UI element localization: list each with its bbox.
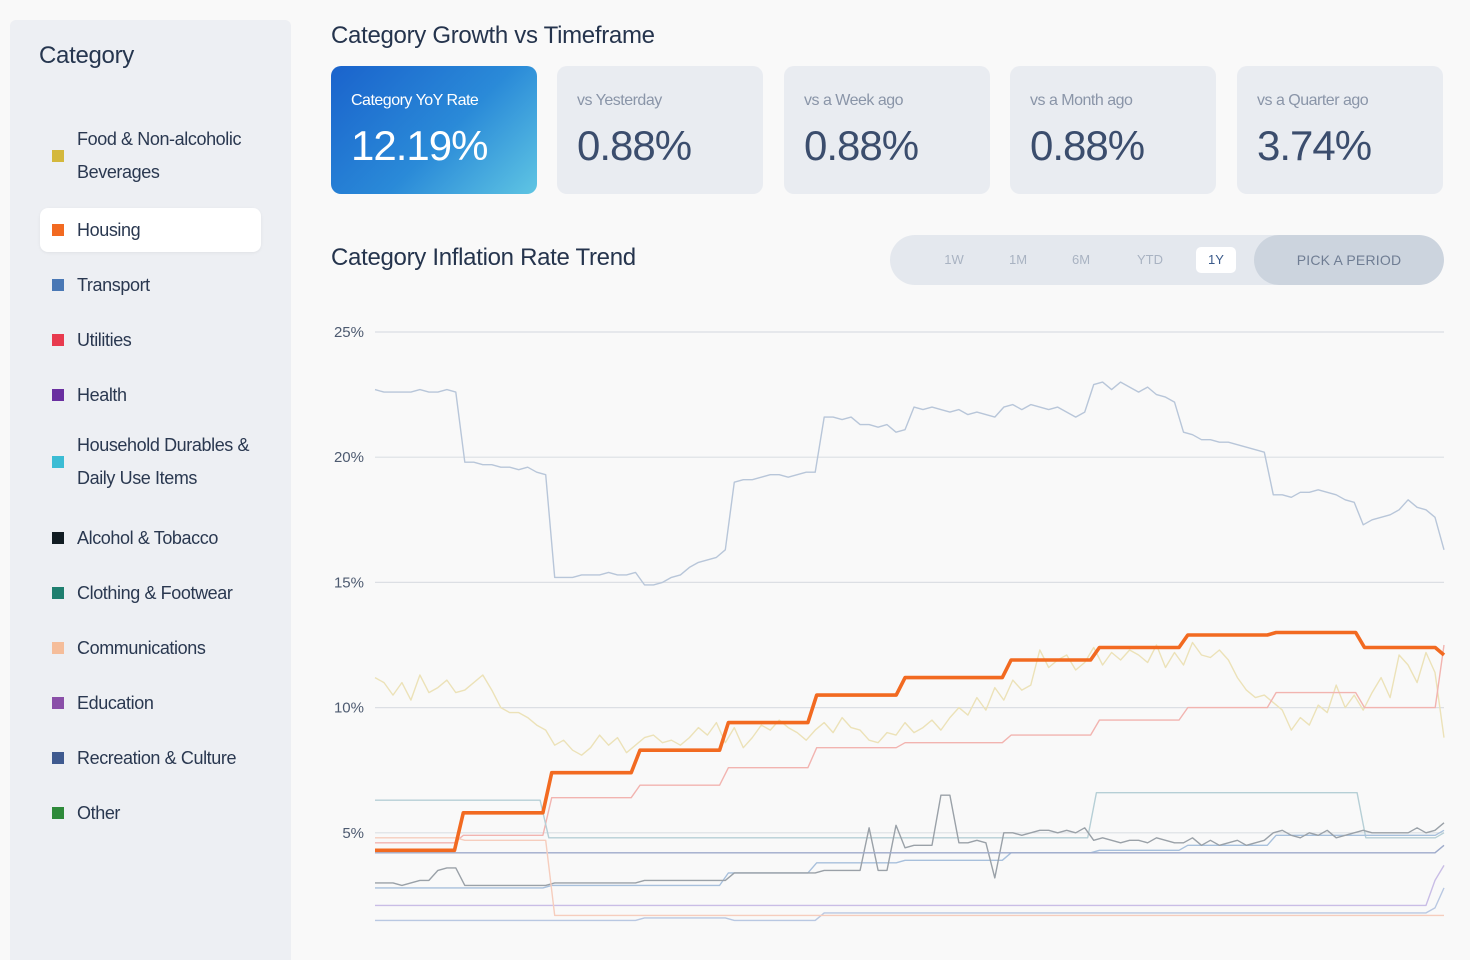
- period-selector: 1W 1M 6M YTD 1Y PICK A PERIOD: [890, 235, 1444, 285]
- category-item[interactable]: Household Durables & Daily Use Items: [40, 428, 261, 496]
- series-line-recreation-culture: [375, 844, 1445, 854]
- card-value: 3.74%: [1257, 122, 1372, 169]
- category-label: Alcohol & Tobacco: [77, 527, 218, 548]
- category-item[interactable]: Communications: [40, 626, 261, 670]
- category-color-swatch: [52, 752, 64, 764]
- card-label: vs a Quarter ago: [1257, 92, 1369, 109]
- y-tick-label: 5%: [342, 825, 364, 842]
- card-value: 0.88%: [1030, 122, 1145, 169]
- card-vs-quarter-ago: vs a Quarter ago 3.74%: [1237, 66, 1443, 194]
- y-tick-label: 25%: [334, 324, 364, 341]
- card-vs-yesterday: vs Yesterday 0.88%: [557, 66, 763, 194]
- category-label: Other: [77, 802, 121, 823]
- series-line-household-durables-daily-use-items: [374, 381, 1445, 586]
- series-line-transport: [375, 829, 1445, 889]
- card-label: Category YoY Rate: [351, 92, 479, 109]
- trend-section-title: Category Inflation Rate Trend: [331, 244, 636, 271]
- period-button-1w[interactable]: 1W: [944, 252, 964, 267]
- card-value: 0.88%: [577, 122, 692, 169]
- category-item[interactable]: Transport: [40, 263, 261, 307]
- sidebar-title: Category: [39, 42, 134, 69]
- category-item[interactable]: Clothing & Footwear: [40, 571, 261, 615]
- series-line-food-non-alcoholic-beverages: [374, 641, 1445, 756]
- category-label: Food & Non-alcoholic Beverages: [77, 129, 242, 182]
- series-line-communications: [375, 837, 1444, 917]
- category-label: Education: [77, 692, 154, 713]
- series-line-utilities: [375, 644, 1445, 844]
- period-button-6m[interactable]: 6M: [1071, 252, 1091, 267]
- category-label: Utilities: [77, 329, 132, 350]
- card-label: vs a Week ago: [804, 92, 904, 109]
- category-label: Housing: [77, 219, 141, 240]
- inflation-trend-chart: 5% 10% 15% 20% 25%: [334, 324, 1446, 922]
- card-label: vs Yesterday: [577, 92, 662, 109]
- category-sidebar: Category Food & Non-alcoholic Beverages H…: [10, 20, 291, 960]
- category-label: Communications: [77, 637, 206, 658]
- series-line-clothing-footwear: [375, 792, 1445, 839]
- category-color-swatch: [52, 334, 64, 346]
- category-color-swatch: [52, 150, 64, 162]
- growth-section-title: Category Growth vs Timeframe: [331, 22, 655, 49]
- category-item[interactable]: Other: [40, 791, 261, 835]
- category-color-swatch: [52, 807, 64, 819]
- category-label: Recreation & Culture: [77, 747, 237, 768]
- category-item[interactable]: Utilities: [40, 318, 261, 362]
- card-value: 0.88%: [804, 122, 919, 169]
- category-item[interactable]: Health: [40, 373, 261, 417]
- category-item[interactable]: Alcohol & Tobacco: [40, 516, 261, 560]
- category-label: Transport: [77, 274, 150, 295]
- period-button-1y[interactable]: 1Y: [1196, 247, 1236, 273]
- category-color-swatch: [52, 224, 64, 236]
- category-item[interactable]: Education: [40, 681, 261, 725]
- card-vs-week-ago: vs a Week ago 0.88%: [784, 66, 990, 194]
- period-button-ytd[interactable]: YTD: [1137, 252, 1163, 267]
- category-label: Household Durables & Daily Use Items: [77, 435, 250, 488]
- card-value: 12.19%: [351, 122, 488, 169]
- card-label: vs a Month ago: [1030, 92, 1133, 109]
- y-tick-label: 10%: [334, 700, 364, 717]
- category-label: Clothing & Footwear: [77, 582, 233, 603]
- category-color-swatch: [52, 456, 64, 468]
- category-color-swatch: [52, 279, 64, 291]
- category-color-swatch: [52, 389, 64, 401]
- card-vs-month-ago: vs a Month ago 0.88%: [1010, 66, 1216, 194]
- category-item[interactable]: Recreation & Culture: [40, 736, 261, 780]
- category-color-swatch: [52, 587, 64, 599]
- category-item[interactable]: Housing: [40, 208, 261, 252]
- card-yoy-rate: Category YoY Rate 12.19%: [331, 66, 537, 194]
- category-item[interactable]: Food & Non-alcoholic Beverages: [40, 122, 261, 190]
- period-button-1m[interactable]: 1M: [1008, 252, 1028, 267]
- series-line-housing: [375, 630, 1446, 853]
- category-color-swatch: [52, 642, 64, 654]
- category-color-swatch: [52, 532, 64, 544]
- series-line-alcohol-tobacco: [375, 794, 1445, 887]
- series-line-education: [375, 887, 1445, 922]
- category-color-swatch: [52, 697, 64, 709]
- y-tick-label: 15%: [334, 574, 364, 591]
- pick-period-button[interactable]: PICK A PERIOD: [1254, 235, 1444, 285]
- y-tick-label: 20%: [334, 449, 364, 466]
- category-label: Health: [77, 384, 127, 405]
